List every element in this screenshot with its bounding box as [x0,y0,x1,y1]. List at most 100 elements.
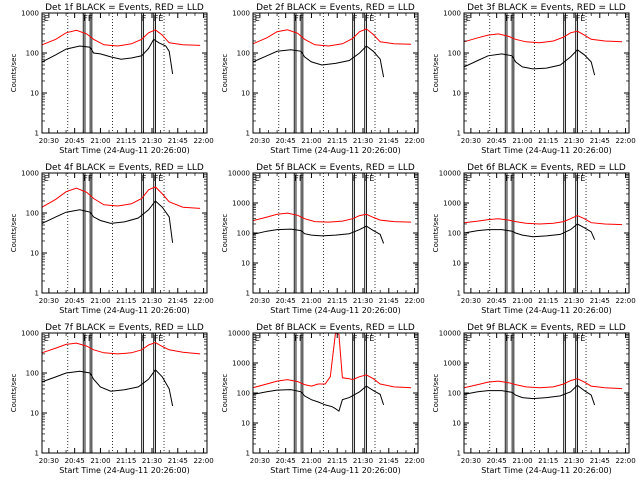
x-axis-label: Start Time (24-Aug-11 20:26:00) [270,306,401,315]
panel-title: Det 6f BLACK = Events, RED = LLD [467,163,626,173]
x-tick-label: 20:45 [487,457,507,465]
y-tick-label: 10000 [228,330,250,338]
x-tick-label: 21:00 [301,457,321,465]
plot-frame [41,332,208,454]
series-red-lld [41,186,201,209]
x-tick-label: 20:45 [487,297,507,305]
flag-label: E [255,14,260,23]
y-tick-label: 1 [457,290,461,298]
plot-frame [252,172,419,294]
y-tick-label: 1000 [232,200,250,208]
x-axis-label: Start Time (24-Aug-11 20:26:00) [270,146,401,155]
panel-2: Det 2f BLACK = Events, RED = LLD Counts/s… [221,3,425,155]
x-tick-label: 21:15 [327,457,347,465]
y-tick-label: 100 [448,50,461,58]
y-tick-label: 1 [246,130,250,138]
x-tick-label: 21:45 [379,457,399,465]
plot-frame [463,172,630,294]
x-tick-label: 20:30 [250,297,270,305]
y-tick-label: 1 [246,290,250,298]
y-tick-label: 10 [452,420,461,428]
flag-label: E [255,334,260,343]
x-tick-label: 20:45 [65,297,85,305]
x-tick-label: 21:45 [168,457,188,465]
panel-3: Det 3f BLACK = Events, RED = LLD Counts/s… [432,3,636,155]
y-tick-label: 1000 [21,170,39,178]
flag-label: FF [505,174,515,183]
series-black-events [252,385,385,412]
x-axis-label: Start Time (24-Aug-11 20:26:00) [59,146,190,155]
y-tick-label: 10 [30,90,39,98]
x-tick-label: 20:45 [487,137,507,145]
x-tick-label: 20:30 [39,457,59,465]
y-axis-label: Counts/sec [10,374,18,413]
x-tick-label: 21:15 [327,297,347,305]
flag-label: FE [365,174,375,183]
flag-label: F [353,14,358,23]
flag-label: E [466,334,471,343]
series-black-events [463,223,596,240]
panel-title: Det 2f BLACK = Events, RED = LLD [256,3,415,13]
x-tick-label: 21:00 [512,457,532,465]
x-tick-label: 22:00 [193,457,213,465]
y-tick-label: 10 [452,260,461,268]
flag-label: FE [154,174,164,183]
x-tick-label: 21:45 [590,297,610,305]
y-axis-label: Counts/sec [221,214,229,253]
flag-label: FE [365,14,375,23]
x-axis-label: Start Time (24-Aug-11 20:26:00) [270,466,401,475]
x-axis-label: Start Time (24-Aug-11 20:26:00) [59,466,190,475]
panel-title: Det 9f BLACK = Events, RED = LLD [467,323,626,333]
y-tick-label: 10 [452,90,461,98]
x-tick-label: 21:15 [538,457,558,465]
x-tick-label: 21:15 [116,137,136,145]
y-tick-label: 10000 [228,170,250,178]
series-red-lld [41,341,201,355]
x-tick-label: 22:00 [404,457,424,465]
x-tick-label: 20:45 [276,137,296,145]
plot-frame [463,332,630,454]
x-tick-label: 21:30 [142,457,162,465]
y-axis-label: Counts/sec [432,214,440,253]
flag-label: FF [83,334,93,343]
panel-title: Det 8f BLACK = Events, RED = LLD [256,323,415,333]
x-tick-label: 21:30 [353,137,373,145]
flag-label: E [44,334,49,343]
flag-label: FE [154,14,164,23]
y-tick-label: 100 [237,230,250,238]
x-tick-label: 22:00 [615,137,635,145]
x-tick-label: 21:45 [168,137,188,145]
y-tick-label: 1000 [443,360,461,368]
x-tick-label: 22:00 [404,297,424,305]
x-tick-label: 21:00 [90,137,110,145]
x-tick-label: 20:45 [276,457,296,465]
flag-label: F [564,174,569,183]
flag-label: FF [294,14,304,23]
flag-label: FE [154,334,164,343]
x-tick-label: 22:00 [193,297,213,305]
panel-title: Det 4f BLACK = Events, RED = LLD [45,163,204,173]
flag-label: FE [576,174,586,183]
panel-4: Det 4f BLACK = Events, RED = LLD Counts/s… [10,163,214,315]
flag-label: FF [294,174,304,183]
y-tick-label: 100 [237,390,250,398]
x-tick-label: 21:45 [590,457,610,465]
plot-frame [252,332,419,454]
y-tick-label: 10000 [439,330,461,338]
y-tick-label: 10 [241,90,250,98]
x-tick-label: 20:30 [461,457,481,465]
panel-title: Det 3f BLACK = Events, RED = LLD [467,3,626,13]
x-tick-label: 21:15 [327,137,347,145]
y-tick-label: 10 [30,250,39,258]
y-tick-label: 10 [241,260,250,268]
series-red-lld [463,378,623,390]
x-tick-label: 21:45 [590,137,610,145]
flag-label: E [466,14,471,23]
flag-label: F [564,334,569,343]
x-tick-label: 21:00 [301,297,321,305]
x-tick-label: 22:00 [615,457,635,465]
y-tick-label: 100 [448,390,461,398]
y-tick-label: 1 [246,450,250,458]
x-axis-label: Start Time (24-Aug-11 20:26:00) [59,306,190,315]
x-tick-label: 20:30 [250,137,270,145]
